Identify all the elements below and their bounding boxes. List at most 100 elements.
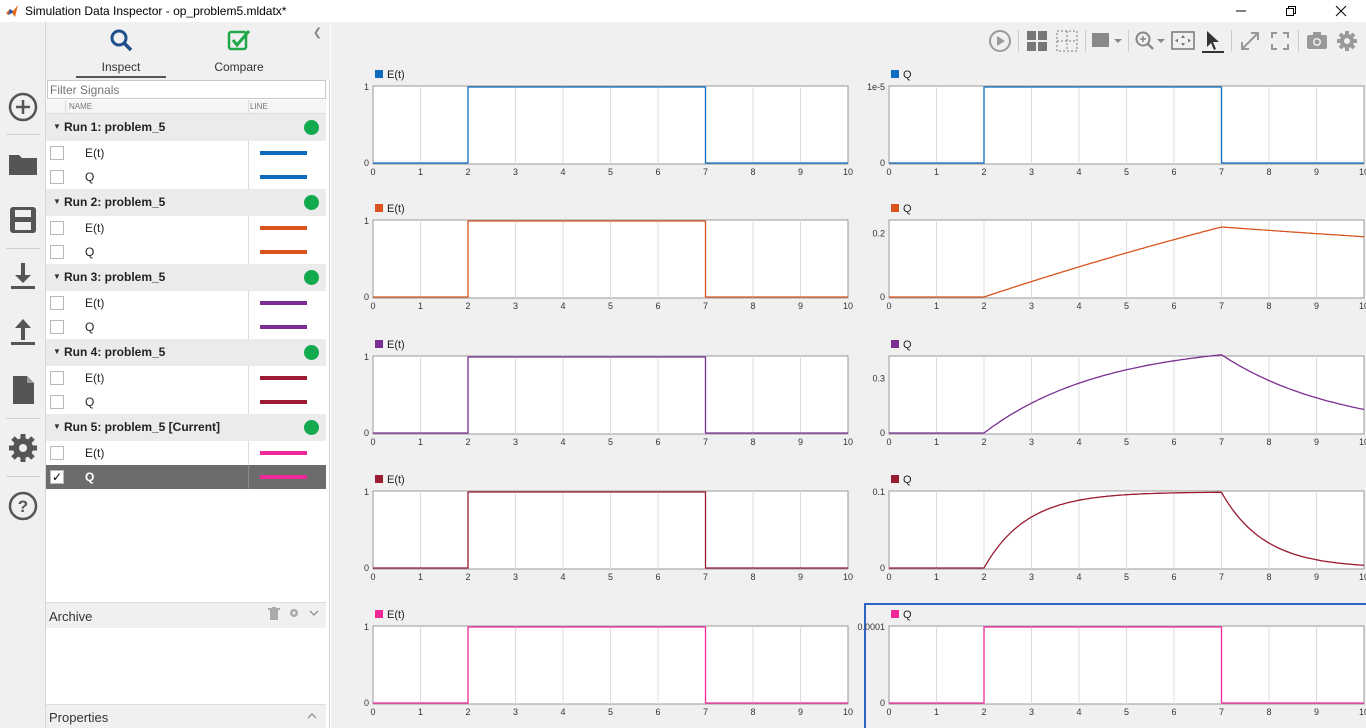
- line-style-swatch[interactable]: [260, 226, 307, 230]
- archive-actions: [268, 607, 320, 621]
- tab-inspect[interactable]: Inspect: [76, 22, 166, 78]
- trash-icon[interactable]: [268, 607, 280, 621]
- chevron-down-icon[interactable]: [308, 607, 320, 619]
- y-tick-label: 0.3: [872, 374, 885, 384]
- signal-row[interactable]: E(t): [46, 216, 326, 240]
- signal-name: Q: [85, 245, 95, 259]
- run-header[interactable]: ▼ Run 4: problem_5: [46, 339, 326, 366]
- signal-checkbox[interactable]: ✓: [50, 470, 64, 484]
- signal-row[interactable]: ✓ Q: [46, 465, 326, 489]
- new-button[interactable]: [5, 89, 41, 125]
- x-tick-label: 6: [655, 301, 660, 311]
- layout-button[interactable]: [1022, 27, 1052, 55]
- preferences-button[interactable]: [5, 430, 41, 466]
- expand-caret-icon[interactable]: ▼: [53, 197, 61, 206]
- x-tick-label: 9: [798, 167, 803, 177]
- run-header[interactable]: ▼ Run 1: problem_5: [46, 114, 326, 141]
- x-tick-label: 2: [465, 301, 470, 311]
- expand-caret-icon[interactable]: ▼: [53, 422, 61, 431]
- restore-button[interactable]: [1266, 0, 1316, 22]
- save-button[interactable]: [5, 202, 41, 238]
- close-button[interactable]: [1316, 0, 1366, 22]
- signal-row[interactable]: E(t): [46, 441, 326, 465]
- line-style-swatch[interactable]: [260, 451, 307, 455]
- filter-signals-input[interactable]: [47, 80, 326, 99]
- expand-caret-icon[interactable]: ▼: [53, 347, 61, 356]
- archive-section[interactable]: Archive: [46, 602, 326, 628]
- collapse-panel-icon[interactable]: ❮: [312, 27, 322, 39]
- replay-button[interactable]: [985, 27, 1015, 55]
- x-tick-label: 10: [1359, 437, 1366, 447]
- signal-row[interactable]: E(t): [46, 366, 326, 390]
- signal-checkbox[interactable]: [50, 395, 64, 409]
- line-style-swatch[interactable]: [260, 325, 307, 329]
- y-tick-label: 0.2: [872, 229, 885, 239]
- properties-section[interactable]: Properties: [46, 704, 326, 728]
- run-list: ▼ Run 1: problem_5 E(t) Q ▼ Run 2: problem_5 E…: [46, 114, 326, 489]
- signal-checkbox[interactable]: [50, 245, 64, 259]
- fullscreen-button[interactable]: [1265, 27, 1295, 55]
- signal-row[interactable]: Q: [46, 240, 326, 264]
- signal-checkbox[interactable]: [50, 170, 64, 184]
- line-style-swatch[interactable]: [260, 175, 307, 179]
- x-tick-label: 6: [1171, 707, 1176, 717]
- run-header[interactable]: ▼ Run 3: problem_5: [46, 264, 326, 291]
- column-divider: [248, 216, 249, 240]
- gear-icon[interactable]: [288, 607, 300, 619]
- chevron-up-icon[interactable]: [306, 710, 318, 722]
- signal-checkbox[interactable]: [50, 371, 64, 385]
- legend-swatch: [891, 70, 899, 78]
- fullscreen-icon: [1271, 32, 1289, 50]
- line-style-swatch[interactable]: [260, 475, 307, 479]
- import-button[interactable]: [5, 258, 41, 294]
- signal-line: [373, 491, 848, 569]
- expand-caret-icon[interactable]: ▼: [53, 272, 61, 281]
- report-button[interactable]: [5, 372, 41, 408]
- minimize-button[interactable]: [1216, 0, 1266, 22]
- legend-swatch: [375, 340, 383, 348]
- run-header[interactable]: ▼ Run 5: problem_5 [Current]: [46, 414, 326, 441]
- column-line-header[interactable]: LINE: [250, 102, 268, 111]
- signal-checkbox[interactable]: [50, 296, 64, 310]
- x-tick-label: 1: [418, 437, 423, 447]
- signal-row[interactable]: Q: [46, 165, 326, 189]
- expand-caret-icon[interactable]: ▼: [53, 122, 61, 131]
- help-button[interactable]: ?: [5, 488, 41, 524]
- line-style-swatch[interactable]: [260, 376, 307, 380]
- column-divider: [248, 165, 249, 189]
- column-name-header[interactable]: NAME: [69, 102, 93, 111]
- x-tick-label: 8: [750, 167, 755, 177]
- subplot: Q 0 1 2 3 4 5 6 7 8 9 10 0 0.0001: [857, 603, 1366, 728]
- snapshot-button[interactable]: [1302, 27, 1332, 55]
- y-tick-label: 1: [364, 82, 369, 92]
- signal-row[interactable]: E(t): [46, 291, 326, 315]
- fit-to-view-button[interactable]: [1168, 27, 1198, 55]
- signal-checkbox[interactable]: [50, 221, 64, 235]
- run-header[interactable]: ▼ Run 2: problem_5: [46, 189, 326, 216]
- left-toolbar: ?: [0, 22, 46, 728]
- legend-label: Q: [903, 474, 912, 486]
- signal-row[interactable]: E(t): [46, 141, 326, 165]
- export-button[interactable]: [5, 314, 41, 350]
- plot-type-button[interactable]: [1089, 27, 1125, 55]
- run-name: Run 5: problem_5 [Current]: [64, 420, 221, 434]
- signal-checkbox[interactable]: [50, 446, 64, 460]
- x-tick-label: 5: [1124, 437, 1129, 447]
- y-tick-label: 0: [880, 158, 885, 168]
- signal-checkbox[interactable]: [50, 320, 64, 334]
- run-status-dot: [304, 345, 319, 360]
- cursor-button[interactable]: [1198, 27, 1228, 55]
- signal-row[interactable]: Q: [46, 315, 326, 339]
- open-button[interactable]: [5, 146, 41, 182]
- signal-checkbox[interactable]: [50, 146, 64, 160]
- tab-compare[interactable]: Compare: [194, 22, 284, 78]
- zoom-in-button[interactable]: [1132, 27, 1168, 55]
- signal-row[interactable]: Q: [46, 390, 326, 414]
- subplot-grid-button[interactable]: [1052, 27, 1082, 55]
- line-style-swatch[interactable]: [260, 400, 307, 404]
- plot-settings-button[interactable]: [1332, 27, 1362, 55]
- expand-button[interactable]: [1235, 27, 1265, 55]
- line-style-swatch[interactable]: [260, 250, 307, 254]
- line-style-swatch[interactable]: [260, 151, 307, 155]
- line-style-swatch[interactable]: [260, 301, 307, 305]
